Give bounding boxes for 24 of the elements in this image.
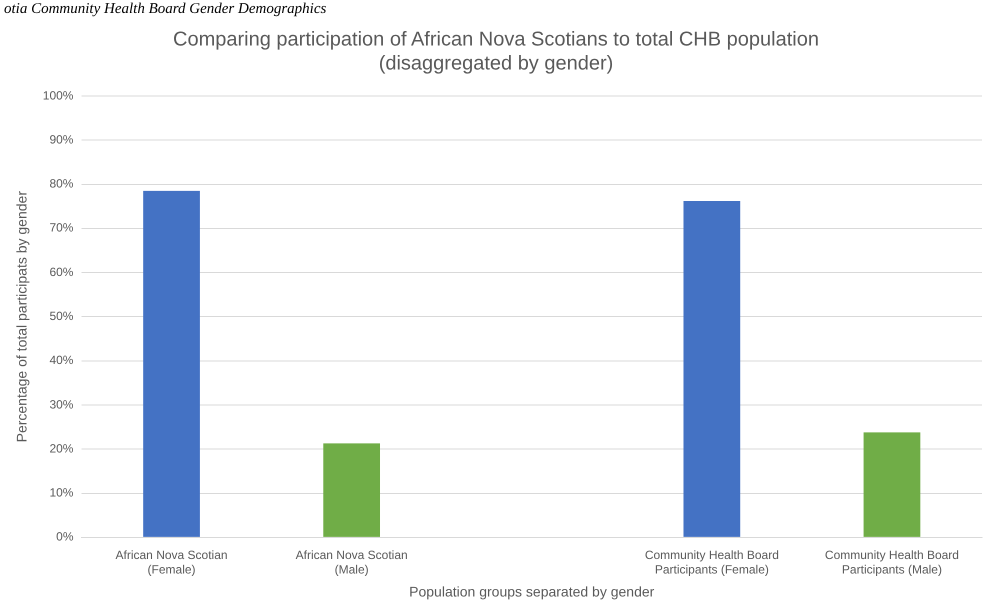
y-tick-label: 40% xyxy=(49,353,74,368)
x-tick-label: African Nova Scotian (Male) xyxy=(296,548,408,576)
x-tick-label: African Nova Scotian (Female) xyxy=(116,548,228,576)
y-tick-label: 100% xyxy=(42,88,74,102)
y-tick-label: 30% xyxy=(49,397,74,412)
y-tick-label: 60% xyxy=(49,264,74,279)
bar xyxy=(683,201,740,537)
x-axis-title: Population groups separated by gender xyxy=(409,583,655,600)
y-tick-label: 70% xyxy=(49,220,74,235)
bar xyxy=(143,190,200,537)
text: otia Community Health Board Gender Demographics xyxy=(4,0,326,18)
y-tick-label: 50% xyxy=(49,309,74,324)
bar xyxy=(864,432,920,537)
y-tick-label: 90% xyxy=(49,132,74,146)
y-tick-label: 20% xyxy=(49,441,74,456)
bar xyxy=(323,443,380,537)
text: Comparing participation of African Nova Scotians to total CHB population xyxy=(173,28,819,51)
x-tick-label: Community Health Board Participants (Female) xyxy=(644,548,779,576)
x-tick-label: Community Health Board Participants (Male) xyxy=(824,548,959,576)
y-axis-title: Percentage of total participats by gender xyxy=(13,190,30,442)
y-tick-label: 0% xyxy=(56,530,74,544)
text: (disaggregated by gender) xyxy=(378,52,614,75)
y-tick-label: 10% xyxy=(49,486,74,500)
y-tick-label: 80% xyxy=(49,176,74,191)
